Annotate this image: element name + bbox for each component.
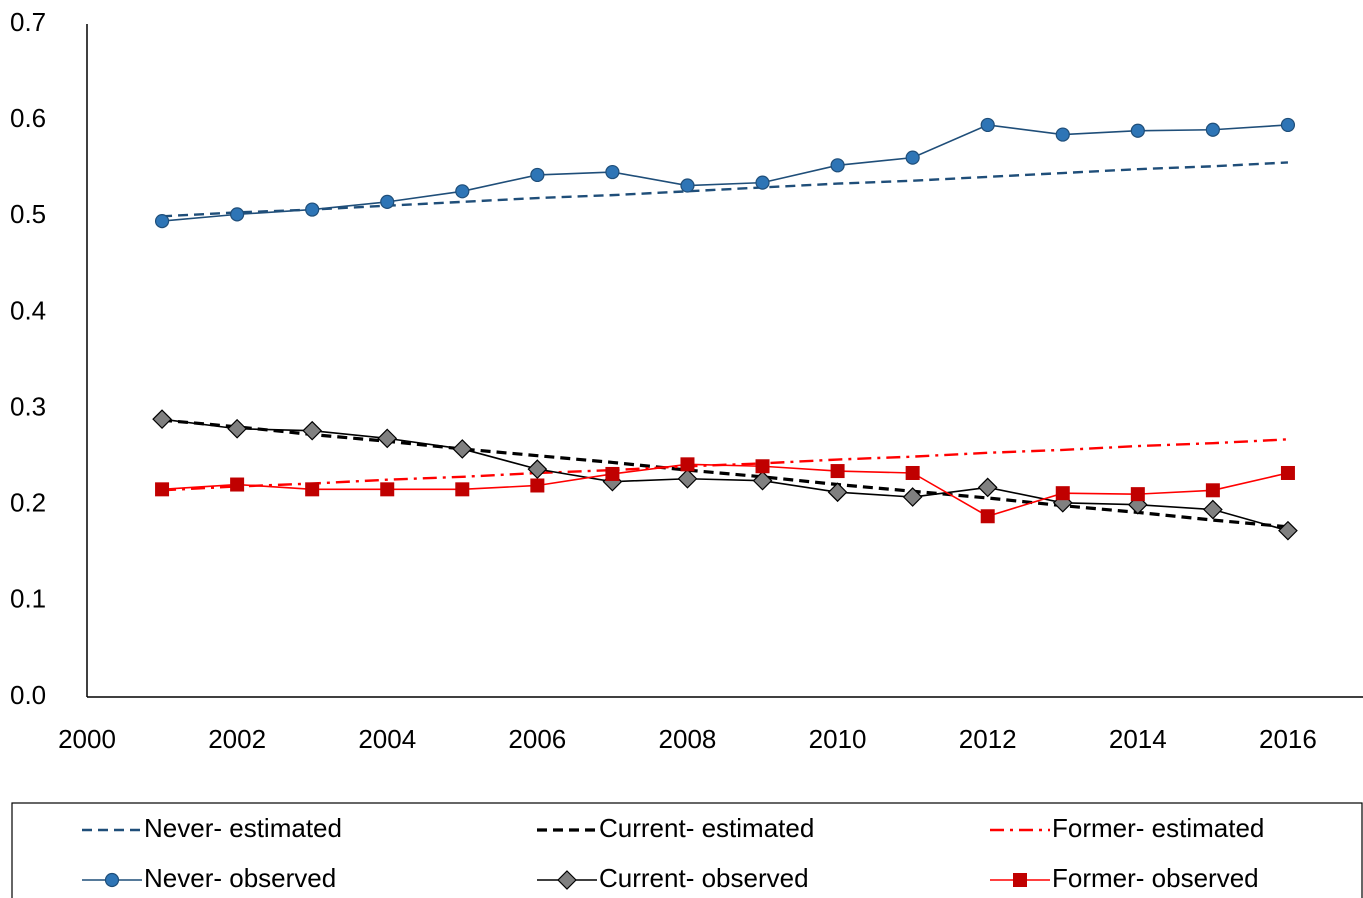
marker (1280, 465, 1295, 480)
legend-box (11, 802, 1363, 898)
marker (530, 167, 545, 183)
marker (380, 482, 395, 497)
legend-marker (557, 870, 577, 890)
marker (1055, 486, 1070, 501)
marker (902, 487, 923, 507)
series-line (161, 161, 1289, 218)
x-tick-label: 2002 (208, 724, 266, 754)
marker (680, 457, 695, 472)
y-tick-label: 0.6 (10, 103, 46, 133)
marker (380, 194, 395, 209)
y-tick-label: 0.1 (10, 584, 46, 614)
legend-marker (1013, 873, 1027, 887)
y-tick-label: 0.3 (10, 391, 46, 421)
marker (1205, 483, 1220, 498)
x-tick-label: 2010 (809, 724, 867, 754)
marker (455, 482, 470, 497)
marker (755, 175, 770, 190)
marker (1280, 117, 1296, 133)
marker (977, 477, 998, 498)
marker (1130, 123, 1145, 138)
series-line (161, 124, 1288, 222)
x-tick-label: 2016 (1259, 724, 1317, 754)
marker (530, 478, 545, 493)
legend-label: Never- observed (144, 863, 336, 893)
marker (305, 482, 320, 497)
series-line (162, 463, 1289, 518)
x-tick-label: 2004 (358, 724, 416, 754)
marker (752, 470, 773, 491)
marker (905, 150, 920, 165)
marker (455, 184, 470, 199)
x-tick-label: 2000 (58, 724, 116, 754)
marker (755, 459, 770, 474)
marker (905, 465, 920, 480)
marker (230, 207, 245, 222)
marker (527, 459, 548, 479)
marker (677, 468, 698, 489)
legend-label: Current- observed (599, 863, 809, 893)
y-tick-label: 0.5 (10, 199, 46, 229)
marker (1278, 520, 1298, 541)
x-tick-label: 2006 (508, 724, 566, 754)
marker (1205, 122, 1220, 137)
marker (980, 509, 995, 524)
marker (305, 202, 320, 217)
marker (1203, 499, 1223, 520)
marker (827, 482, 848, 503)
x-tick-label: 2012 (959, 724, 1017, 754)
marker (1055, 127, 1070, 142)
series-line (161, 418, 1289, 532)
marker (830, 158, 845, 173)
marker (830, 464, 845, 479)
y-tick-label: 0.2 (10, 488, 46, 518)
marker (605, 164, 620, 180)
legend-label: Never- estimated (144, 813, 342, 843)
legend-label: Former- estimated (1052, 813, 1264, 843)
x-tick-label: 2014 (1109, 724, 1167, 754)
marker (605, 466, 620, 481)
y-tick-label: 0.7 (10, 7, 46, 37)
y-tick-label: 0.4 (10, 295, 46, 325)
legend-marker (104, 872, 120, 888)
marker (452, 439, 473, 459)
marker (980, 117, 995, 133)
marker (377, 428, 398, 449)
marker (1130, 487, 1145, 502)
marker (680, 178, 695, 193)
marker (155, 482, 170, 497)
marker (302, 420, 323, 441)
legend-label: Former- observed (1052, 863, 1259, 893)
x-tick-label: 2008 (659, 724, 717, 754)
series-line (161, 418, 1289, 529)
y-tick-label: 0.0 (10, 680, 46, 710)
legend-label: Current- estimated (599, 813, 814, 843)
marker (154, 213, 170, 229)
marker (230, 477, 245, 492)
marker (227, 418, 247, 439)
marker (152, 409, 172, 429)
